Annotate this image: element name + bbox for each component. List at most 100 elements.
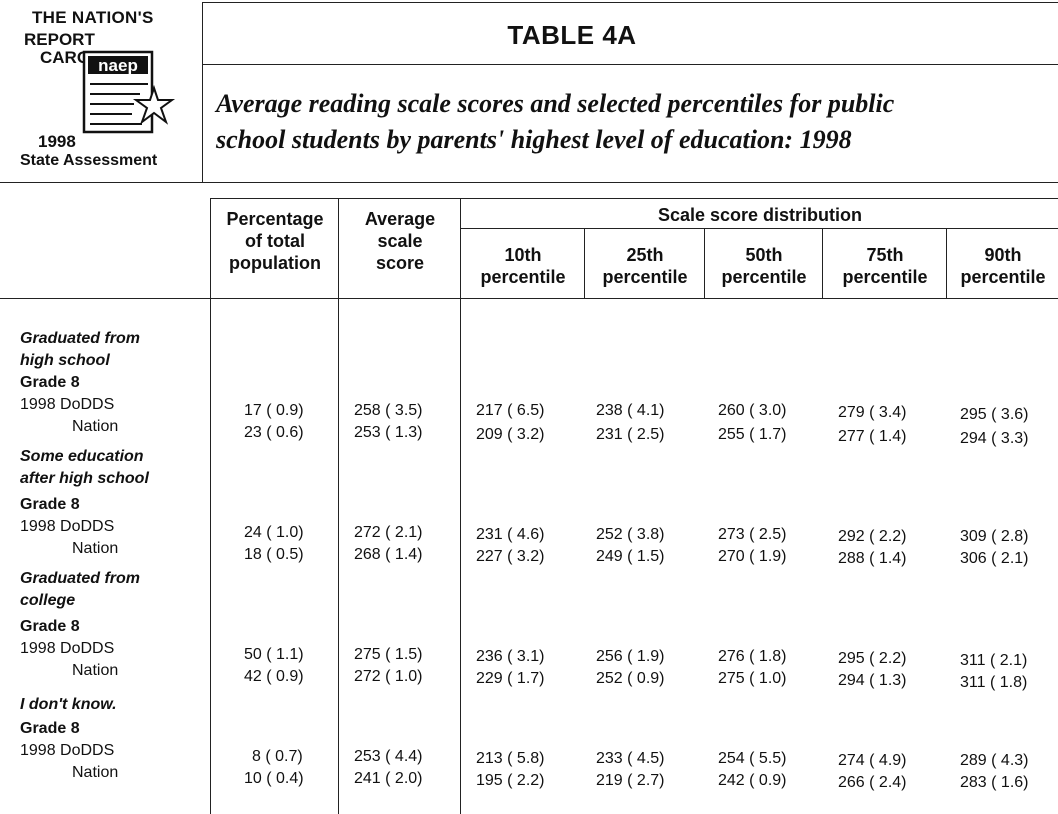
- table-cell: 258 ( 3.5): [354, 402, 423, 419]
- grade-label: Grade 8: [20, 618, 80, 635]
- col-divider-1: [210, 198, 211, 814]
- header-p25-line: 25th: [626, 245, 664, 265]
- header-bottom-rule: [0, 298, 1058, 299]
- header-p10-line: 10th: [504, 245, 542, 265]
- table-cell: 283 ( 1.6): [960, 774, 1029, 791]
- grade-label: Grade 8: [20, 496, 80, 513]
- header-distribution: Scale score distribution: [657, 205, 863, 225]
- table-cell: 311 ( 1.8): [960, 674, 1028, 691]
- table-cell: 18 ( 0.5): [244, 546, 304, 563]
- table-cell: 42 ( 0.9): [244, 668, 304, 685]
- section-label: Graduated from: [20, 570, 141, 587]
- col-divider-3: [460, 198, 461, 814]
- header-average-line: score: [375, 253, 425, 273]
- header-average-line: scale: [377, 231, 423, 251]
- header-average: Average scale score: [340, 208, 460, 274]
- table-cell: 252 ( 0.9): [596, 670, 665, 687]
- row-label-dodds: 1998 DoDDS: [20, 742, 115, 759]
- header-percentage: Percentage of total population: [212, 208, 338, 274]
- table-cell: 295 ( 2.2): [838, 650, 907, 667]
- table-cell: 276 ( 1.8): [718, 648, 787, 665]
- col-divider-6: [822, 228, 823, 298]
- table-cell: 227 ( 3.2): [476, 548, 545, 565]
- grade-label: Grade 8: [20, 720, 80, 737]
- table-cell: 213 ( 5.8): [476, 750, 545, 767]
- table-subtitle: Average reading scale scores and selecte…: [216, 86, 1046, 158]
- table-cell: 306 ( 2.1): [960, 550, 1029, 567]
- table-cell: 288 ( 1.4): [838, 550, 907, 567]
- section-label: college: [20, 592, 76, 609]
- logo-text-nations: THE NATION'S: [32, 8, 154, 27]
- table-top-rule: [210, 198, 1058, 199]
- table-cell: 253 ( 4.4): [354, 748, 423, 765]
- header-p25: 25th percentile: [586, 244, 704, 288]
- table-cell: 273 ( 2.5): [718, 526, 787, 543]
- header-p50-line: 50th: [745, 245, 783, 265]
- svg-text:naep: naep: [98, 56, 138, 75]
- table-cell: 231 ( 4.6): [476, 526, 545, 543]
- header-p75-line: percentile: [842, 267, 928, 287]
- distribution-rule: [460, 228, 1058, 229]
- table-cell: 294 ( 3.3): [960, 430, 1029, 447]
- table-cell: 229 ( 1.7): [476, 670, 545, 687]
- table-cell: 272 ( 2.1): [354, 524, 423, 541]
- section-label: Some education: [20, 448, 144, 465]
- section-label: I don't know.: [20, 696, 117, 713]
- table-cell: 270 ( 1.9): [718, 548, 787, 565]
- grade-label: Grade 8: [20, 374, 80, 391]
- row-label-nation: Nation: [72, 662, 119, 679]
- header-p10-line: percentile: [480, 267, 566, 287]
- table-cell: 23 ( 0.6): [244, 424, 304, 441]
- table-cell: 279 ( 3.4): [838, 404, 907, 421]
- table-cell: 238 ( 4.1): [596, 402, 665, 419]
- table-cell: 231 ( 2.5): [596, 426, 665, 443]
- table-cell: 295 ( 3.6): [960, 406, 1029, 423]
- table-cell: 195 ( 2.2): [476, 772, 545, 789]
- table-cell: 268 ( 1.4): [354, 546, 423, 563]
- header-p50: 50th percentile: [706, 244, 822, 288]
- table-cell: 219 ( 2.7): [596, 772, 665, 789]
- section-label: Graduated from: [20, 330, 141, 347]
- header-average-line: Average: [364, 209, 436, 229]
- row-label-dodds: 1998 DoDDS: [20, 640, 115, 657]
- table-cell: 255 ( 1.7): [718, 426, 787, 443]
- table-cell: 241 ( 2.0): [354, 770, 423, 787]
- table-cell: 253 ( 1.3): [354, 424, 423, 441]
- header-percentage-line: of total: [245, 231, 305, 251]
- header-p75-line: 75th: [866, 245, 904, 265]
- table-cell: 311 ( 2.1): [960, 652, 1028, 669]
- row-label-nation: Nation: [72, 418, 119, 435]
- table-cell: 289 ( 4.3): [960, 752, 1029, 769]
- table-cell: 272 ( 1.0): [354, 668, 423, 685]
- table-cell: 266 ( 2.4): [838, 774, 907, 791]
- logo-state-assessment: State Assessment: [20, 152, 158, 169]
- table-cell: 242 ( 0.9): [718, 772, 787, 789]
- header-p50-line: percentile: [721, 267, 807, 287]
- table-cell: 275 ( 1.5): [354, 646, 423, 663]
- row-label-nation: Nation: [72, 764, 119, 781]
- section-label: high school: [20, 352, 110, 369]
- table-title: TABLE 4A: [507, 20, 637, 50]
- header-p90: 90th percentile: [948, 244, 1058, 288]
- table-cell: 274 ( 4.9): [838, 752, 907, 769]
- table-cell: 275 ( 1.0): [718, 670, 787, 687]
- col-divider-4: [584, 228, 585, 298]
- table-cell: 292 ( 2.2): [838, 528, 907, 545]
- table-cell: 277 ( 1.4): [838, 428, 907, 445]
- table-cell: 309 ( 2.8): [960, 528, 1029, 545]
- table-cell: 236 ( 3.1): [476, 648, 545, 665]
- table-cell: 294 ( 1.3): [838, 672, 907, 689]
- table-cell: 252 ( 3.8): [596, 526, 665, 543]
- table-cell: 217 ( 6.5): [476, 402, 545, 419]
- subtitle-line-1: Average reading scale scores and selecte…: [216, 89, 895, 118]
- title-rule-top: [202, 2, 1058, 3]
- table-cell: 24 ( 1.0): [244, 524, 304, 541]
- section-label: after high school: [20, 470, 149, 487]
- header-p90-line: percentile: [960, 267, 1046, 287]
- table-cell: 233 ( 4.5): [596, 750, 665, 767]
- table-cell: 17 ( 0.9): [244, 402, 304, 419]
- col-divider-5: [704, 228, 705, 298]
- header-p25-line: percentile: [602, 267, 688, 287]
- row-label-dodds: 1998 DoDDS: [20, 396, 115, 413]
- report-card-logo: THE NATION'S REPORT CARO naep 1998 State…: [4, 2, 203, 183]
